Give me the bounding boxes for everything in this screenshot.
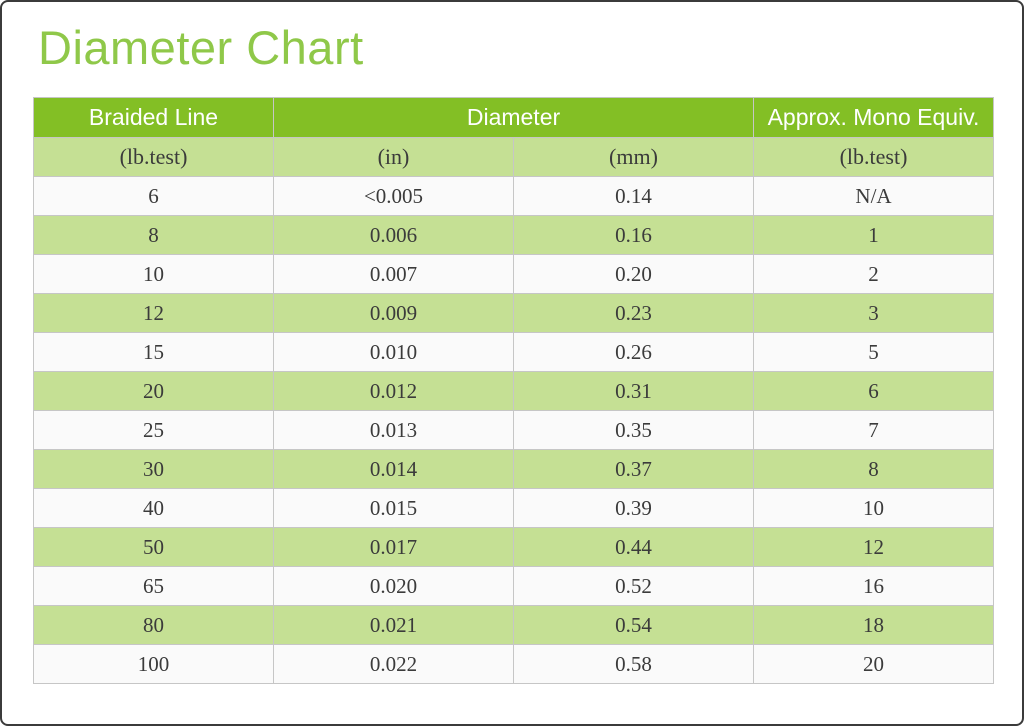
cell-diameter-in: <0.005 <box>273 176 514 216</box>
cell-braided-line: 15 <box>33 332 274 372</box>
cell-diameter-in: 0.009 <box>273 293 514 333</box>
cell-braided-line: 80 <box>33 605 274 645</box>
table-body: 6 <0.005 0.14 N/A 8 0.006 0.16 1 10 0.007 0.20 2 12 0… <box>33 176 994 684</box>
cell-braided-line: 12 <box>33 293 274 333</box>
cell-braided-line: 10 <box>33 254 274 294</box>
cell-diameter-in: 0.006 <box>273 215 514 255</box>
cell-diameter-mm: 0.23 <box>513 293 754 333</box>
table-row: 40 0.015 0.39 10 <box>33 488 994 528</box>
page-title: Diameter Chart <box>38 21 364 74</box>
cell-mono-equiv: 2 <box>753 254 994 294</box>
cell-diameter-mm: 0.39 <box>513 488 754 528</box>
unit-diameter-in: (in) <box>273 137 514 177</box>
table-row: 20 0.012 0.31 6 <box>33 371 994 411</box>
cell-braided-line: 100 <box>33 644 274 684</box>
cell-diameter-in: 0.020 <box>273 566 514 606</box>
cell-mono-equiv: 12 <box>753 527 994 567</box>
header-diameter: Diameter <box>273 97 754 138</box>
cell-diameter-mm: 0.44 <box>513 527 754 567</box>
cell-mono-equiv: 18 <box>753 605 994 645</box>
cell-braided-line: 25 <box>33 410 274 450</box>
cell-mono-equiv: 7 <box>753 410 994 450</box>
cell-mono-equiv: 1 <box>753 215 994 255</box>
cell-diameter-in: 0.010 <box>273 332 514 372</box>
unit-braided-lbtest: (lb.test) <box>33 137 274 177</box>
table-row: 65 0.020 0.52 16 <box>33 566 994 606</box>
cell-diameter-mm: 0.37 <box>513 449 754 489</box>
cell-mono-equiv: 6 <box>753 371 994 411</box>
cell-mono-equiv: N/A <box>753 176 994 216</box>
cell-diameter-mm: 0.16 <box>513 215 754 255</box>
cell-diameter-mm: 0.35 <box>513 410 754 450</box>
cell-diameter-mm: 0.26 <box>513 332 754 372</box>
cell-diameter-in: 0.012 <box>273 371 514 411</box>
header-mono-equiv: Approx. Mono Equiv. <box>753 97 994 138</box>
header-braided-line: Braided Line <box>33 97 274 138</box>
table-header-row: Braided Line Diameter Approx. Mono Equiv… <box>33 97 994 138</box>
cell-diameter-mm: 0.52 <box>513 566 754 606</box>
cell-diameter-in: 0.022 <box>273 644 514 684</box>
unit-diameter-mm: (mm) <box>513 137 754 177</box>
cell-mono-equiv: 8 <box>753 449 994 489</box>
cell-diameter-mm: 0.54 <box>513 605 754 645</box>
cell-braided-line: 6 <box>33 176 274 216</box>
table-row: 100 0.022 0.58 20 <box>33 644 994 684</box>
table-row: 15 0.010 0.26 5 <box>33 332 994 372</box>
cell-mono-equiv: 3 <box>753 293 994 333</box>
table-row: 50 0.017 0.44 12 <box>33 527 994 567</box>
table-row: 8 0.006 0.16 1 <box>33 215 994 255</box>
table-units-row: (lb.test) (in) (mm) (lb.test) <box>33 137 994 177</box>
cell-diameter-mm: 0.58 <box>513 644 754 684</box>
table-row: 12 0.009 0.23 3 <box>33 293 994 333</box>
cell-mono-equiv: 5 <box>753 332 994 372</box>
table-row: 6 <0.005 0.14 N/A <box>33 176 994 216</box>
cell-mono-equiv: 16 <box>753 566 994 606</box>
unit-mono-lbtest: (lb.test) <box>753 137 994 177</box>
cell-diameter-mm: 0.31 <box>513 371 754 411</box>
cell-diameter-mm: 0.14 <box>513 176 754 216</box>
cell-diameter-in: 0.007 <box>273 254 514 294</box>
cell-diameter-in: 0.017 <box>273 527 514 567</box>
cell-diameter-mm: 0.20 <box>513 254 754 294</box>
cell-braided-line: 40 <box>33 488 274 528</box>
cell-braided-line: 50 <box>33 527 274 567</box>
cell-braided-line: 8 <box>33 215 274 255</box>
table-row: 25 0.013 0.35 7 <box>33 410 994 450</box>
table-row: 30 0.014 0.37 8 <box>33 449 994 489</box>
table-row: 10 0.007 0.20 2 <box>33 254 994 294</box>
cell-braided-line: 20 <box>33 371 274 411</box>
cell-diameter-in: 0.014 <box>273 449 514 489</box>
diameter-table: Braided Line Diameter Approx. Mono Equiv… <box>33 97 994 684</box>
cell-braided-line: 30 <box>33 449 274 489</box>
cell-diameter-in: 0.013 <box>273 410 514 450</box>
cell-braided-line: 65 <box>33 566 274 606</box>
cell-mono-equiv: 20 <box>753 644 994 684</box>
cell-mono-equiv: 10 <box>753 488 994 528</box>
table-row: 80 0.021 0.54 18 <box>33 605 994 645</box>
cell-diameter-in: 0.015 <box>273 488 514 528</box>
cell-diameter-in: 0.021 <box>273 605 514 645</box>
